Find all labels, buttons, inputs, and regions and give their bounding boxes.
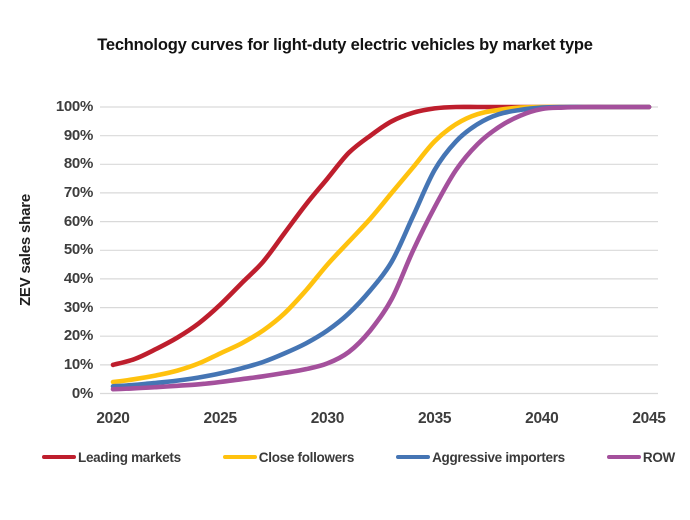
curve-leading-markets <box>110 104 652 368</box>
curve-row <box>110 104 652 392</box>
legend-item-row: ROW <box>606 449 675 465</box>
y-tick-label: 0% <box>71 384 93 402</box>
y-tick-label: 30% <box>63 298 93 316</box>
x-tick-label: 2040 <box>525 410 559 427</box>
legend-item-leading-markets: Leading markets <box>42 450 181 465</box>
y-tick-label: 40% <box>63 269 93 287</box>
legend-swatch-leading-markets <box>42 454 76 460</box>
legend-label: Leading markets <box>78 449 181 465</box>
chart-title: Technology curves for light-duty electri… <box>97 36 593 54</box>
legend-label: ROW <box>642 449 675 465</box>
legend-label: Aggressive importers <box>432 449 565 465</box>
y-tick-label: 60% <box>63 212 93 230</box>
y-axis-title: ZEV sales share <box>17 193 34 307</box>
y-tick-label: 20% <box>63 327 93 345</box>
legend-label: Close followers <box>258 449 355 465</box>
y-tick-label: 90% <box>63 126 93 144</box>
y-tick-label: 50% <box>63 241 93 259</box>
legend-item-aggressive-importers: Aggressive importers <box>396 450 565 465</box>
legend-swatch-row <box>606 454 641 460</box>
x-tick-label: 2025 <box>203 410 238 427</box>
legend: Leading markets Close followers Aggressi… <box>0 444 690 470</box>
x-tick-label: 2030 <box>310 410 345 427</box>
legend-swatch-close-followers <box>222 454 257 460</box>
x-tick-label: 2035 <box>417 410 452 427</box>
curve-aggressive-importers <box>110 104 652 389</box>
x-tick-label: 2020 <box>96 410 130 427</box>
y-tick-label: 100% <box>55 98 93 115</box>
y-tick-label: 70% <box>63 183 93 201</box>
y-tick-label: 10% <box>63 355 93 373</box>
y-tick-label: 80% <box>63 155 93 173</box>
curve-close-followers <box>110 104 652 385</box>
x-tick-label: 2045 <box>632 410 666 427</box>
legend-swatch-aggressive-importers <box>396 454 431 460</box>
legend-item-close-followers: Close followers <box>222 449 355 465</box>
